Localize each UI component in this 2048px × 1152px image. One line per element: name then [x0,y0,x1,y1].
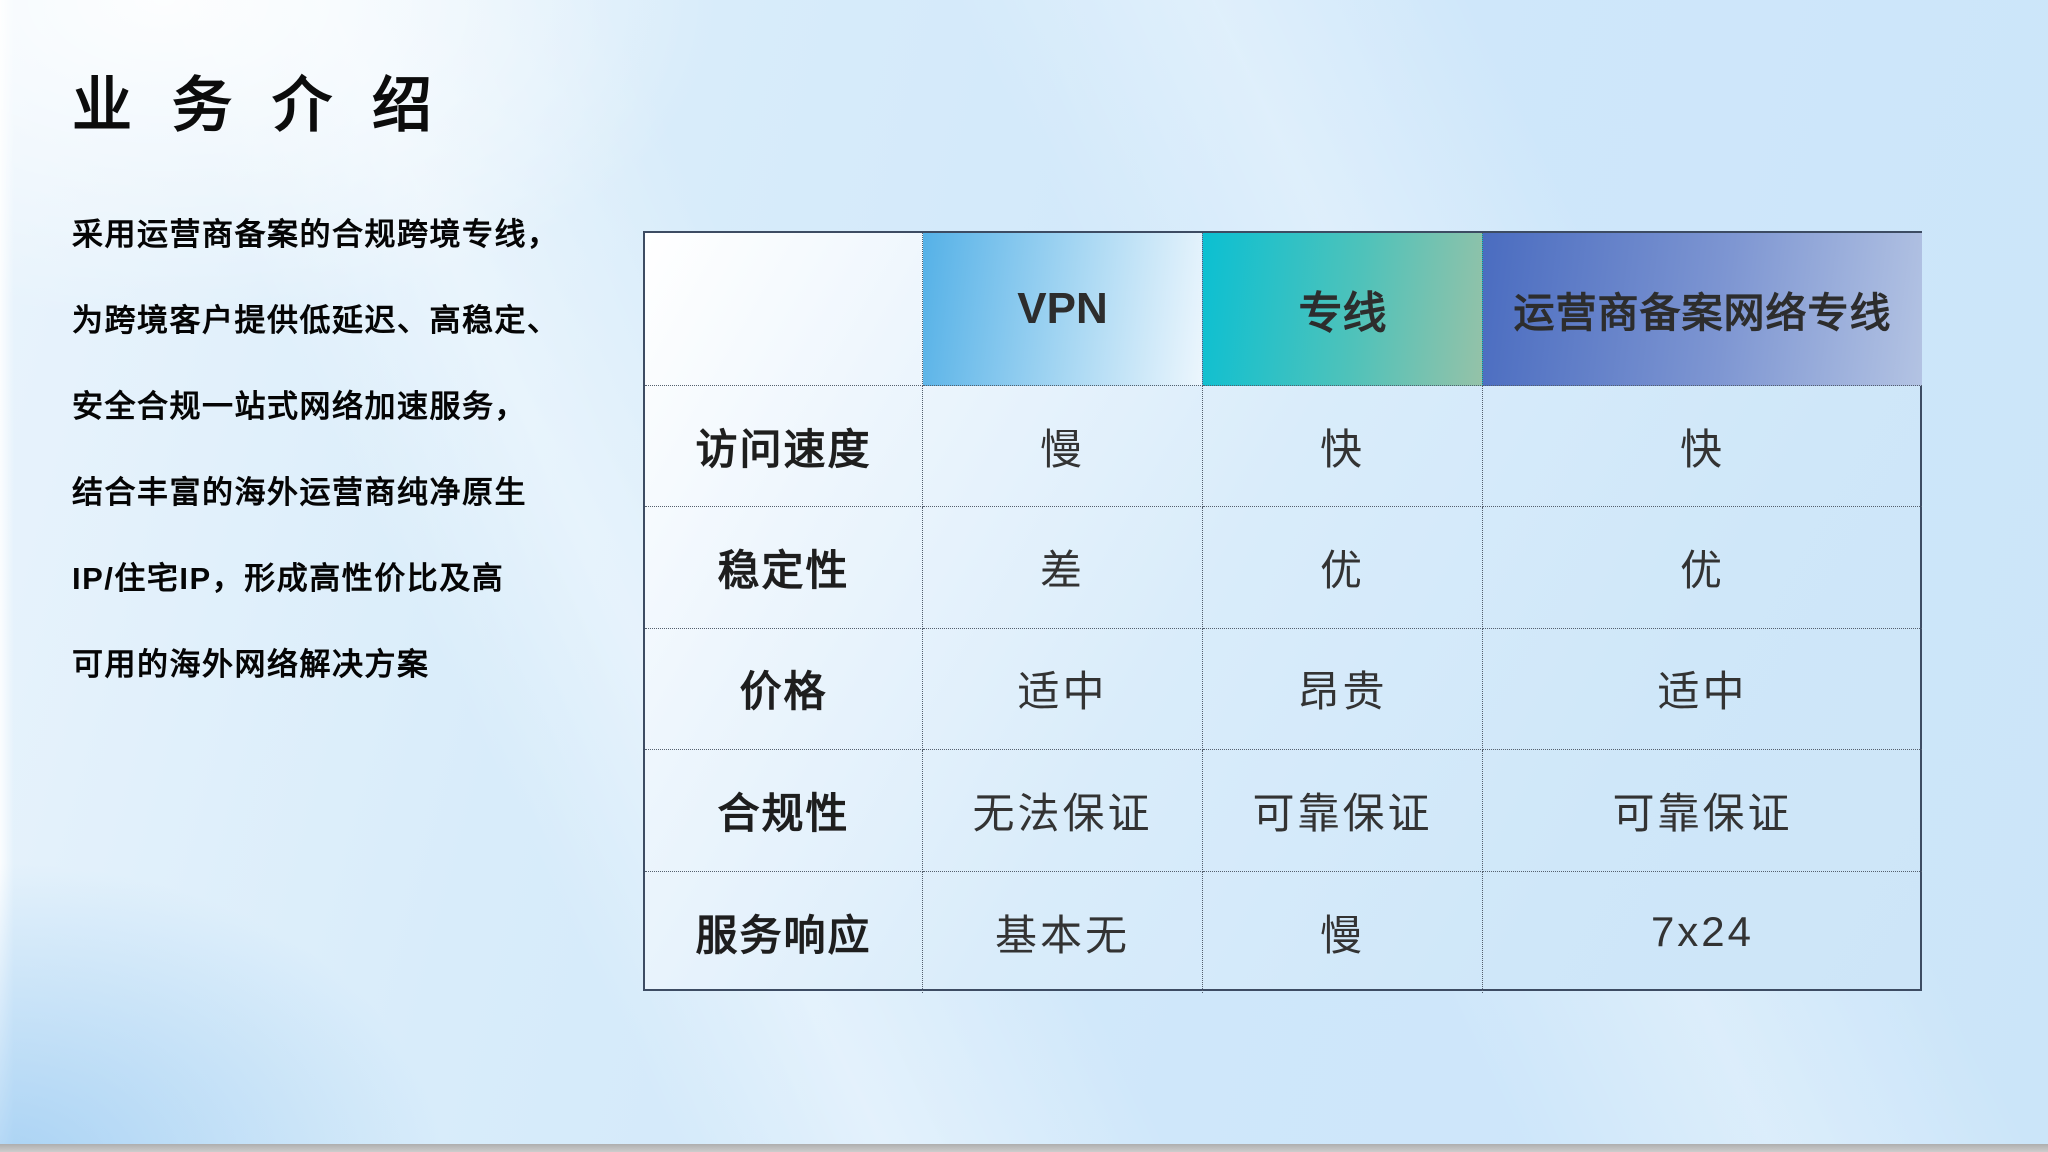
column-header-dedicated-line: 专线 [1203,233,1483,386]
cell-service-response-dedicated: 慢 [1203,871,1483,993]
intro-line: 采用运营商备案的合规跨境专线， [72,216,560,252]
row-label-access-speed: 访问速度 [645,386,923,508]
row-label-stability: 稳定性 [645,507,923,629]
intro-line: 为跨境客户提供低延迟、高稳定、 [72,302,560,338]
column-header-carrier-registered-line: 运营商备案网络专线 [1483,233,1922,386]
column-header-vpn: VPN [923,233,1203,386]
cell-stability-vpn: 差 [923,507,1203,629]
row-label-service-response: 服务响应 [645,871,923,993]
intro-line: 结合丰富的海外运营商纯净原生 [72,474,527,510]
cell-compliance-dedicated: 可靠保证 [1203,750,1483,872]
cell-access-speed-dedicated: 快 [1203,386,1483,508]
cell-price-dedicated: 昂贵 [1203,628,1483,751]
row-label-price: 价格 [645,628,923,751]
cell-stability-dedicated: 优 [1203,507,1483,629]
intro-paragraph: 采用运营商备案的合规跨境专线， 为跨境客户提供低延迟、高稳定、 安全合规一站式网… [72,188,652,704]
cell-price-vpn: 适中 [923,628,1203,751]
table-corner-cell [645,233,923,386]
page-title: 业务介绍 [72,72,472,139]
row-label-compliance: 合规性 [645,750,923,872]
intro-line: IP/住宅IP，形成高性价比及高 [72,560,505,596]
cell-compliance-carrier: 可靠保证 [1483,750,1922,872]
cell-compliance-vpn: 无法保证 [923,750,1203,872]
cell-stability-carrier: 优 [1483,507,1922,629]
cell-service-response-vpn: 基本无 [923,871,1203,993]
comparison-table: VPN 专线 运营商备案网络专线 访问速度 慢 快 快 稳定性 差 优 优 价格… [643,231,1922,993]
intro-line: 可用的海外网络解决方案 [72,646,430,682]
cell-price-carrier: 适中 [1483,629,1922,751]
intro-line: 安全合规一站式网络加速服务， [72,388,527,424]
slide-bottom-edge [0,1144,2048,1152]
cell-service-response-carrier: 7x24 [1650,908,1755,956]
cell-access-speed-vpn: 慢 [923,386,1203,508]
cell-access-speed-carrier: 快 [1483,386,1922,508]
